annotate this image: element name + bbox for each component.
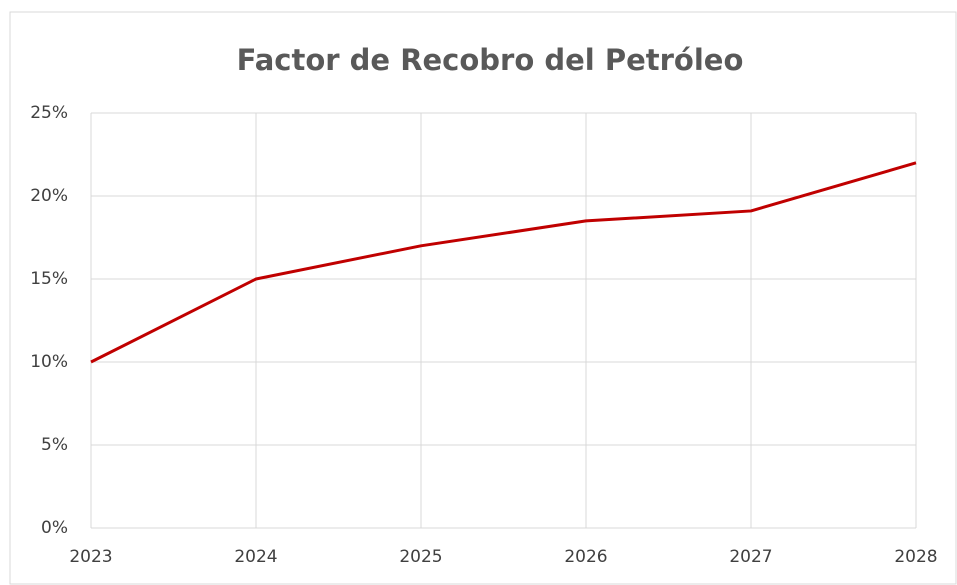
y-tick-label: 15%	[30, 269, 68, 289]
y-tick-label: 20%	[30, 186, 68, 206]
x-tick-label: 2027	[729, 547, 772, 567]
x-tick-label: 2024	[234, 547, 277, 567]
y-tick-label: 0%	[41, 518, 68, 538]
x-tick-label: 2023	[69, 547, 112, 567]
data-line	[90, 161, 917, 364]
chart-title: Factor de Recobro del Petróleo	[237, 43, 744, 77]
y-tick-label: 5%	[41, 435, 68, 455]
chart-border	[9, 11, 957, 585]
y-tick-label: 25%	[30, 103, 68, 123]
x-tick-label: 2025	[399, 547, 442, 567]
y-tick-label: 10%	[30, 352, 68, 372]
x-tick-label: 2026	[564, 547, 607, 567]
x-tick-label: 2028	[894, 547, 937, 567]
